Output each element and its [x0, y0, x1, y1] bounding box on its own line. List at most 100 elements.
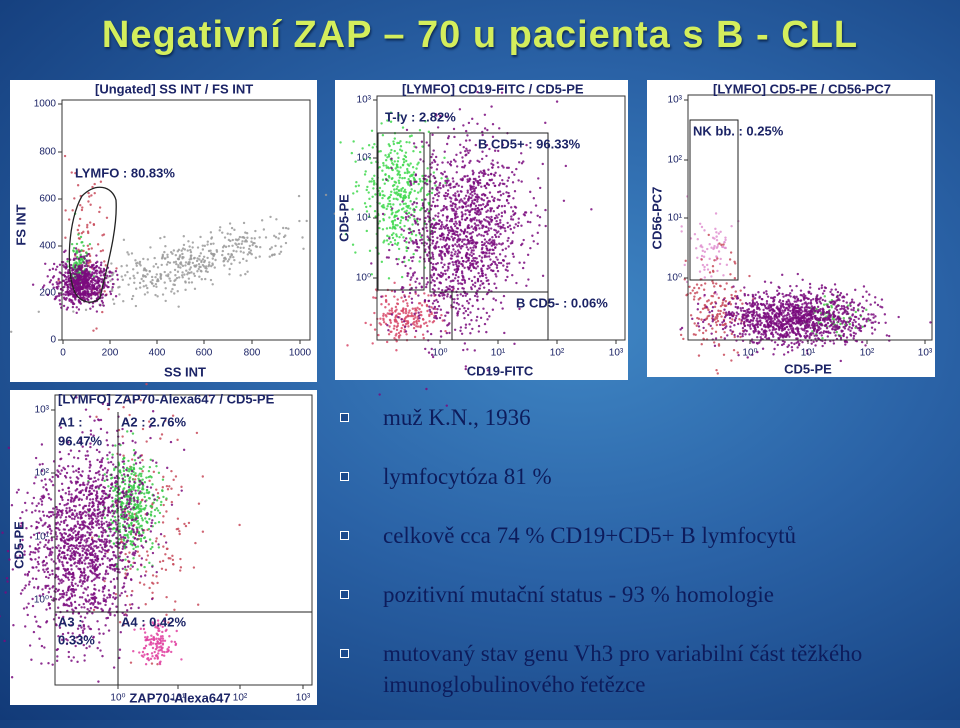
- event-dot: [831, 327, 833, 329]
- event-dot: [529, 191, 531, 193]
- event-dot: [439, 187, 441, 189]
- event-dot: [748, 275, 750, 277]
- event-dot: [464, 150, 466, 152]
- event-dot: [701, 246, 703, 248]
- event-dot: [821, 337, 823, 339]
- event-dot: [173, 280, 175, 282]
- event-dot: [400, 219, 402, 221]
- event-dot: [466, 231, 468, 233]
- event-dot: [724, 327, 726, 329]
- event-dot: [458, 194, 460, 196]
- event-dot: [397, 166, 399, 168]
- event-dot: [239, 261, 241, 263]
- event-dot: [405, 156, 407, 158]
- event-dot: [86, 286, 88, 288]
- event-dot: [248, 248, 250, 250]
- event-dot: [167, 275, 169, 277]
- event-dot: [704, 251, 706, 253]
- event-dot: [483, 173, 485, 175]
- event-dot: [478, 330, 480, 332]
- event-dot: [459, 152, 461, 154]
- event-dot: [382, 134, 384, 136]
- event-dot: [414, 336, 416, 338]
- event-dot: [391, 227, 393, 229]
- event-dot: [432, 239, 434, 241]
- event-dot: [235, 238, 237, 240]
- event-dot: [382, 213, 384, 215]
- x-tick-label: 0: [60, 348, 66, 359]
- event-dot: [513, 213, 515, 215]
- event-dot: [757, 330, 759, 332]
- event-dot: [382, 315, 384, 317]
- event-dot: [427, 281, 429, 283]
- event-dot: [465, 326, 467, 328]
- event-dot: [411, 223, 413, 225]
- event-dot: [408, 164, 410, 166]
- event-dot: [442, 173, 444, 175]
- event-dot: [393, 188, 395, 190]
- event-dot: [401, 276, 403, 278]
- event-dot: [366, 186, 368, 188]
- event-dot: [408, 141, 410, 143]
- event-dot: [781, 293, 783, 295]
- event-dot: [439, 317, 441, 319]
- event-dot: [795, 285, 797, 287]
- event-dot: [491, 207, 493, 209]
- event-dot: [471, 255, 473, 257]
- event-dot: [447, 266, 449, 268]
- event-dot: [506, 262, 508, 264]
- event-dot: [210, 252, 212, 254]
- event-dot: [88, 273, 90, 275]
- event-dot: [187, 240, 189, 242]
- event-dot: [99, 206, 101, 208]
- event-dot: [388, 303, 390, 305]
- event-dot: [121, 435, 123, 437]
- event-dot: [89, 308, 91, 310]
- event-dot: [392, 223, 394, 225]
- event-dot: [812, 321, 814, 323]
- event-dot: [196, 260, 198, 262]
- event-dot: [411, 302, 413, 304]
- event-dot: [697, 322, 699, 324]
- event-dot: [427, 215, 429, 217]
- event-dot: [805, 327, 807, 329]
- event-dot: [469, 185, 471, 187]
- event-dot: [726, 314, 728, 316]
- event-dot: [782, 316, 784, 318]
- event-dot: [697, 308, 699, 310]
- event-dot: [495, 299, 497, 301]
- event-dot: [403, 229, 405, 231]
- event-dot: [874, 315, 876, 317]
- event-dot: [473, 244, 475, 246]
- event-dot: [792, 312, 794, 314]
- event-dot: [166, 254, 168, 256]
- event-dot: [155, 263, 157, 265]
- event-dot: [71, 171, 73, 173]
- event-dot: [798, 310, 800, 312]
- event-dot: [877, 304, 879, 306]
- event-dot: [457, 280, 459, 282]
- event-dot: [195, 265, 197, 267]
- event-dot: [275, 236, 277, 238]
- event-dot: [390, 322, 392, 324]
- event-dot: [514, 206, 516, 208]
- event-dot: [364, 202, 366, 204]
- event-dot: [447, 293, 449, 295]
- event-dot: [417, 191, 419, 193]
- event-dot: [464, 238, 466, 240]
- event-dot: [471, 305, 473, 307]
- x-tick-label: 10¹: [801, 348, 816, 359]
- event-dot: [431, 205, 433, 207]
- event-dot: [827, 306, 829, 308]
- event-dot: [455, 183, 457, 185]
- event-dot: [446, 295, 448, 297]
- event-dot: [75, 312, 77, 314]
- event-dot: [826, 327, 828, 329]
- event-dot: [452, 177, 454, 179]
- event-dot: [466, 227, 468, 229]
- event-dot: [471, 225, 473, 227]
- event-dot: [474, 192, 476, 194]
- event-dot: [211, 283, 213, 285]
- event-dot: [808, 314, 810, 316]
- event-dot: [81, 258, 83, 260]
